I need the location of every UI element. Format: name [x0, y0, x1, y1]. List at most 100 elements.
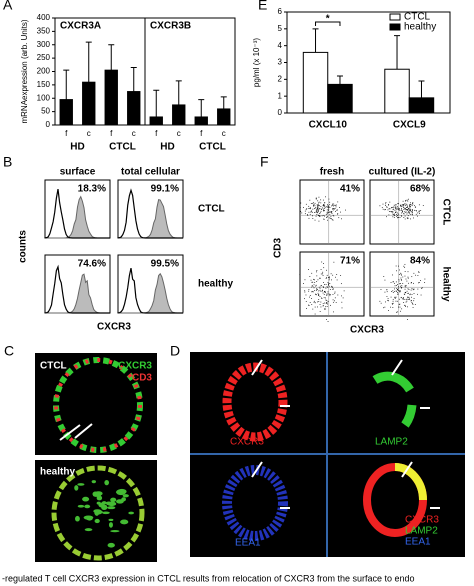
dot: [420, 287, 422, 289]
dot: [305, 294, 307, 296]
dot: [307, 214, 308, 215]
dot: [396, 288, 398, 289]
dot: [417, 293, 418, 295]
dot: [402, 297, 404, 299]
x-tick-label: f: [155, 129, 158, 138]
row-label: CTCL: [198, 204, 225, 215]
dot: [384, 291, 386, 293]
dot: [414, 206, 416, 208]
dot: [402, 276, 404, 278]
dot: [409, 204, 411, 206]
error-bar: [108, 44, 115, 71]
dot: [392, 298, 394, 300]
dot: [411, 287, 413, 289]
dot: [317, 279, 319, 281]
dot: [341, 295, 342, 297]
dot: [410, 204, 412, 206]
dot: [332, 274, 334, 276]
dot: [388, 310, 389, 311]
dot: [330, 211, 331, 213]
dot: [402, 297, 404, 298]
dot: [320, 301, 322, 303]
dot: [396, 300, 398, 302]
dot: [400, 205, 401, 207]
dot: [403, 302, 405, 303]
blob: [104, 479, 110, 486]
dot: [402, 210, 404, 212]
dot: [316, 205, 318, 207]
group-label: HD: [160, 142, 174, 153]
dot: [385, 202, 387, 203]
x-tick-label: c: [87, 129, 91, 138]
dot: [299, 274, 301, 276]
panel-letter: C: [4, 343, 14, 359]
dot: [340, 283, 342, 285]
dot: [397, 293, 399, 295]
dot: [407, 319, 408, 320]
blob: [96, 501, 101, 505]
dot: [312, 291, 313, 293]
dot: [394, 298, 396, 299]
blob: [101, 504, 108, 511]
panel-letter: B: [3, 154, 12, 170]
dot: [410, 204, 411, 205]
dot: [323, 297, 325, 299]
dot: [394, 296, 396, 298]
dot: [306, 307, 307, 309]
blob: [84, 528, 93, 532]
dot: [335, 204, 336, 206]
y-tick-label: 100: [37, 93, 51, 102]
dot: [411, 213, 413, 215]
dot: [323, 282, 324, 283]
dot: [322, 205, 324, 207]
dot: [312, 215, 313, 217]
dot: [417, 212, 419, 214]
bar: [149, 116, 163, 126]
dot: [386, 289, 388, 291]
dot: [398, 265, 399, 267]
dot: [384, 279, 386, 281]
dot: [325, 284, 327, 285]
dot: [407, 271, 409, 273]
y-tick-label: 300: [37, 40, 51, 49]
error-bar: [175, 80, 182, 105]
dot: [323, 210, 325, 212]
dot: [386, 206, 387, 208]
error-bar: [336, 75, 343, 85]
dot: [405, 285, 407, 287]
dot: [313, 301, 315, 303]
bar: [302, 51, 329, 114]
dot: [316, 288, 318, 290]
dot: [325, 297, 326, 299]
dot: [398, 280, 400, 282]
dot: [309, 295, 311, 296]
dot: [406, 290, 408, 292]
dot: [422, 205, 424, 207]
dot: [417, 275, 419, 276]
dot: [406, 207, 407, 208]
dot: [402, 298, 404, 300]
row-label: healthy: [198, 279, 233, 290]
dot: [315, 198, 317, 200]
dot: [327, 286, 329, 288]
dot: [320, 297, 322, 299]
dot: [409, 299, 411, 301]
dot: [316, 204, 318, 206]
dot: [393, 204, 395, 206]
dot: [414, 205, 415, 207]
dot: [313, 202, 314, 204]
dot: [340, 211, 341, 213]
dot: [300, 202, 302, 204]
arrow: [59, 424, 81, 441]
dot: [314, 302, 316, 304]
dot: [331, 287, 333, 289]
image-label: EEA1: [235, 538, 261, 549]
dot: [337, 213, 339, 215]
dot: [395, 206, 397, 208]
dot: [327, 216, 328, 218]
dot: [330, 218, 332, 220]
dot: [407, 212, 409, 214]
y-tick-label: 4: [278, 41, 283, 50]
cell-ring: [222, 465, 288, 541]
dot: [404, 275, 406, 277]
